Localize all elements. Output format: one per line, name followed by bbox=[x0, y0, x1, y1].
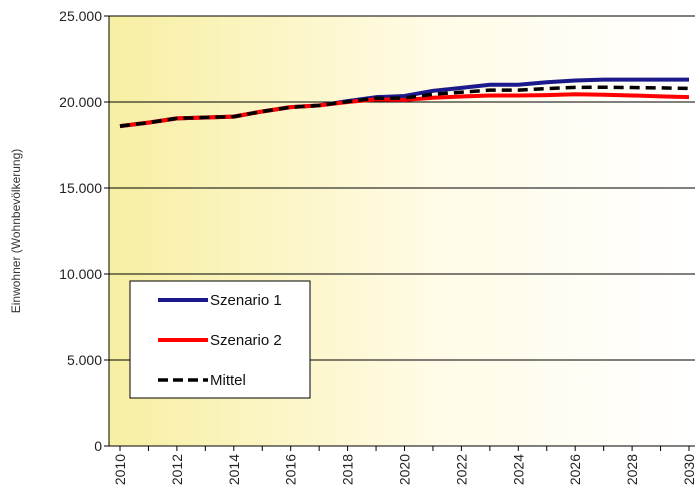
x-tick-label-6: 2022 bbox=[453, 454, 469, 485]
y-tick-labels: 0 5.000 10.000 15.000 20.000 25.000 bbox=[59, 8, 102, 454]
series-line-2 bbox=[119, 92, 690, 129]
axes bbox=[104, 15, 695, 451]
x-tick-labels: 2010 2012 2014 2016 2018 2020 2022 2024 2026 2028… bbox=[112, 454, 697, 485]
y-tick-label-5: 25.000 bbox=[59, 8, 102, 24]
x-tick-label-0: 2010 bbox=[112, 454, 128, 485]
x-tick-label-4: 2018 bbox=[340, 454, 356, 485]
y-tick-label-4: 20.000 bbox=[59, 94, 102, 110]
y-tick-label-0: 0 bbox=[94, 438, 102, 454]
x-tick-label-1: 2012 bbox=[169, 454, 185, 485]
x-tick-label-5: 2020 bbox=[397, 454, 413, 485]
x-tick-label-2: 2014 bbox=[226, 454, 242, 485]
legend-label-3: Mittel bbox=[210, 372, 246, 389]
legend: Szenario 1 Szenario 2 Mittel bbox=[129, 280, 311, 399]
x-tick-label-9: 2028 bbox=[624, 454, 640, 485]
y-tick-label-1: 5.000 bbox=[67, 352, 102, 368]
series-lines bbox=[119, 77, 690, 129]
legend-label-1: Szenario 1 bbox=[210, 292, 282, 309]
x-tick-label-10: 2030 bbox=[681, 454, 697, 485]
y-tick-label-2: 10.000 bbox=[59, 266, 102, 282]
y-axis-label: Einwohner (Wohnbevölkerung) bbox=[9, 149, 23, 314]
x-tick-label-8: 2026 bbox=[567, 454, 583, 485]
x-tick-label-3: 2016 bbox=[283, 454, 299, 485]
legend-label-2: Szenario 2 bbox=[210, 332, 282, 349]
y-tick-label-3: 15.000 bbox=[59, 180, 102, 196]
x-tick-label-7: 2024 bbox=[510, 454, 526, 485]
